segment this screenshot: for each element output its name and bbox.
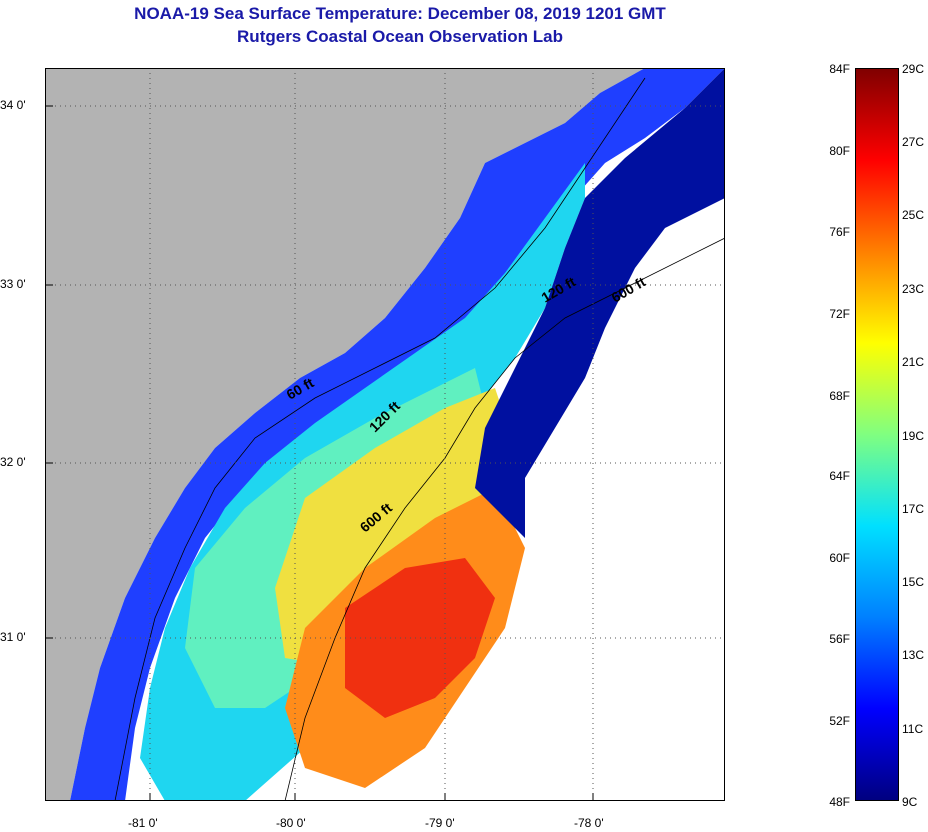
colorbar-f-label: 52F xyxy=(829,714,850,728)
lon-tick: -78 0' xyxy=(574,816,604,830)
sst-map: 60 ft 120 ft 600 ft 120 ft 600 ft xyxy=(45,68,725,801)
colorbar-f-label: 68F xyxy=(829,389,850,403)
lon-tick: -79 0' xyxy=(425,816,455,830)
isobath-line xyxy=(114,77,646,801)
colorbar-f-label: 76F xyxy=(829,225,850,239)
colorbar-f-label: 64F xyxy=(829,469,850,483)
colorbar-c-label: 11C xyxy=(902,722,924,736)
lon-tick: -81 0' xyxy=(128,816,158,830)
offshore-cold-water xyxy=(475,68,725,538)
lat-tick: 33 0' xyxy=(0,277,26,291)
color-scale-bar xyxy=(855,68,899,801)
colorbar-f-label: 56F xyxy=(829,632,850,646)
land-area xyxy=(45,68,645,801)
colorbar-c-label: 23C xyxy=(902,282,925,296)
map-frame xyxy=(45,68,725,801)
lat-tick: 32 0' xyxy=(0,455,26,469)
colorbar-f-label: 48F xyxy=(829,795,850,809)
colorbar-c-label: 27C xyxy=(902,135,925,149)
lat-tick: 34 0' xyxy=(0,98,26,112)
colorbar-c-label: 17C xyxy=(902,502,925,516)
lat-tick: 31 0' xyxy=(0,630,26,644)
colorbar-f-label: 84F xyxy=(829,62,850,76)
colorbar-c-label: 29C xyxy=(902,62,925,76)
graticule xyxy=(45,68,725,801)
colorbar-f-label: 72F xyxy=(829,307,850,321)
lon-tick: -80 0' xyxy=(276,816,306,830)
colorbar-c-label: 25C xyxy=(902,208,925,222)
colorbar-c-label: 9C xyxy=(902,795,918,809)
colorbar-c-label: 21C xyxy=(902,355,925,369)
colorbar-c-label: 15C xyxy=(902,575,925,589)
colorbar-c-label: 13C xyxy=(902,648,925,662)
chart-subtitle: Rutgers Coastal Ocean Observation Lab xyxy=(237,27,563,46)
no-data-area xyxy=(445,68,725,801)
colorbar-c-label: 19C xyxy=(902,429,925,443)
colorbar-f-label: 60F xyxy=(829,551,850,565)
colorbar-f-label: 80F xyxy=(829,144,850,158)
chart-title: NOAA-19 Sea Surface Temperature: Decembe… xyxy=(134,4,666,23)
